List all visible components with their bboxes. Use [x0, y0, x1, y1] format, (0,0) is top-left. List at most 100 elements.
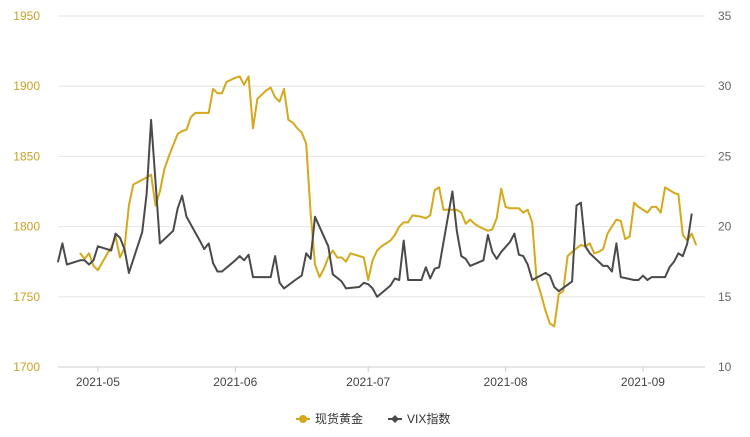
data-point — [664, 186, 666, 189]
data-point — [252, 127, 254, 130]
data-point — [238, 255, 241, 257]
data-point — [398, 279, 401, 281]
data-point — [389, 239, 392, 242]
right-axis: 10 15 20 25 30 35 — [718, 9, 732, 374]
data-point — [380, 245, 383, 248]
data-point — [615, 218, 618, 221]
data-point — [238, 75, 241, 78]
data-point — [549, 274, 551, 277]
data-point — [495, 217, 498, 219]
left-axis: 1700 1750 1800 1850 1900 1950 — [13, 9, 40, 374]
data-point — [314, 216, 316, 218]
data-point — [159, 190, 161, 193]
data-point — [464, 258, 467, 260]
data-point — [500, 187, 503, 190]
data-point — [376, 296, 378, 298]
data-point — [686, 242, 689, 245]
data-point — [274, 255, 276, 257]
data-point — [247, 253, 250, 256]
data-point — [305, 143, 308, 145]
data-point — [522, 255, 525, 257]
data-point — [314, 263, 316, 266]
data-point — [283, 287, 285, 290]
data-point — [207, 242, 210, 245]
right-tick-label: 20 — [718, 220, 732, 234]
data-point — [57, 260, 59, 263]
data-point — [402, 221, 405, 224]
legend-label: 现货黄金 — [315, 411, 363, 426]
legend[interactable]: 现货黄金 VIX指数 — [296, 411, 450, 426]
data-point — [371, 259, 374, 262]
data-point — [402, 239, 405, 242]
data-point — [252, 276, 254, 278]
data-point — [668, 266, 671, 269]
data-point — [79, 252, 81, 255]
legend-item[interactable]: 现货黄金 — [296, 411, 363, 426]
data-point — [473, 223, 476, 225]
data-point — [323, 267, 325, 270]
data-point — [128, 204, 130, 207]
data-point — [633, 279, 635, 281]
legend-item[interactable]: VIX指数 — [388, 411, 450, 426]
data-point — [531, 279, 533, 281]
data-point — [509, 207, 511, 210]
x-tick-label: 2021-07 — [346, 375, 390, 389]
x-tick-label: 2021-06 — [213, 375, 257, 389]
data-point — [358, 286, 361, 288]
data-point — [332, 249, 334, 252]
data-point — [407, 221, 409, 224]
data-point — [478, 225, 480, 228]
data-point — [212, 88, 214, 90]
data-point — [677, 193, 680, 196]
data-point — [620, 220, 622, 222]
data-point — [398, 225, 401, 228]
right-tick-label: 35 — [718, 9, 732, 23]
data-point — [185, 216, 188, 218]
series-line — [57, 118, 693, 298]
data-point — [287, 119, 290, 121]
right-tick-label: 25 — [718, 149, 732, 163]
data-point — [340, 256, 343, 259]
data-point — [119, 237, 121, 239]
data-point — [606, 232, 609, 235]
data-point — [119, 256, 121, 259]
data-point — [265, 89, 268, 92]
data-point — [296, 277, 299, 280]
x-tick-label: 2021-08 — [484, 375, 528, 389]
data-point — [274, 96, 276, 99]
data-point — [425, 217, 427, 219]
data-point — [300, 274, 303, 277]
data-point — [394, 234, 396, 236]
data-point — [309, 211, 312, 214]
data-point — [123, 248, 126, 250]
data-point — [349, 252, 352, 255]
data-point — [243, 84, 245, 86]
data-point — [97, 245, 99, 248]
data-point — [216, 270, 219, 273]
data-point — [154, 180, 157, 183]
data-point — [642, 274, 644, 277]
data-point — [221, 92, 223, 94]
data-point — [185, 128, 188, 131]
data-point — [695, 244, 697, 246]
left-tick-label: 1800 — [13, 220, 40, 234]
data-point — [110, 249, 112, 252]
data-point — [668, 189, 671, 191]
data-point — [261, 93, 263, 96]
data-point — [429, 277, 432, 280]
data-point — [145, 193, 148, 196]
data-point — [420, 279, 423, 281]
data-point — [363, 256, 365, 259]
data-point — [562, 290, 564, 293]
data-point — [526, 209, 529, 211]
data-point — [513, 232, 516, 235]
data-point — [677, 252, 680, 255]
data-point — [575, 204, 578, 207]
data-point — [566, 255, 569, 257]
data-point — [646, 211, 649, 214]
data-point — [203, 248, 205, 250]
data-point — [309, 258, 312, 260]
data-point — [456, 230, 458, 232]
x-tick-label: 2021-09 — [621, 375, 665, 389]
data-point — [535, 279, 538, 281]
